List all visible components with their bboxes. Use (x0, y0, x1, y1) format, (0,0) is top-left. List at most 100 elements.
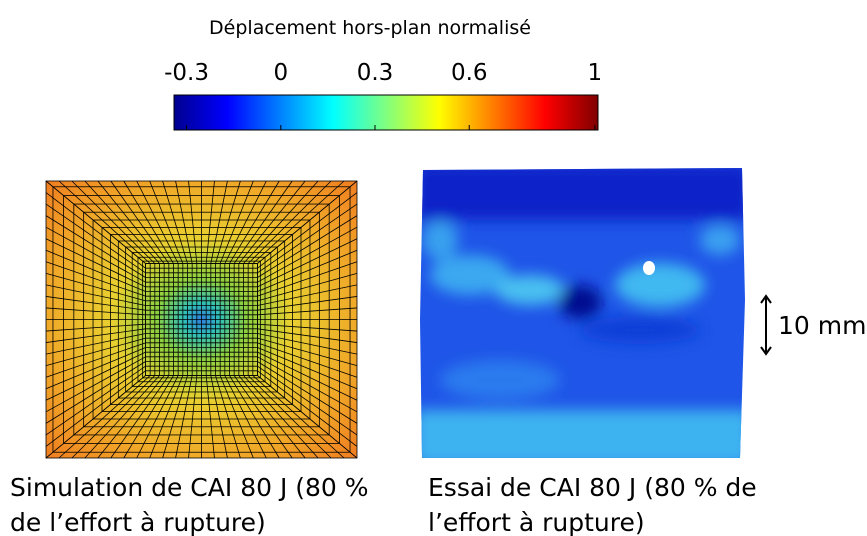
colorbar (173, 94, 599, 131)
mesh-line (257, 284, 358, 306)
mesh-line (247, 375, 332, 459)
colorbar-tick-label: 1 (588, 60, 603, 86)
mesh-line (233, 375, 293, 459)
mesh-line (162, 180, 188, 264)
mesh-line (45, 238, 146, 288)
mesh-line (210, 180, 228, 264)
scale-label: 10 mm (778, 311, 866, 340)
mesh-line (45, 370, 146, 447)
colorbar-title: Déplacement hors-plan normalisé (209, 17, 531, 39)
mesh-line (243, 180, 319, 264)
mesh-line (257, 342, 358, 378)
mesh-line (45, 333, 146, 355)
mesh-line (252, 375, 345, 459)
mesh-line (136, 180, 179, 264)
mesh-line (97, 180, 165, 264)
mesh-line (71, 180, 156, 264)
mesh-line (238, 180, 306, 264)
mesh-line (58, 180, 151, 264)
mesh-line (84, 180, 160, 264)
mesh-line (110, 180, 170, 264)
mesh-line (45, 365, 146, 436)
mesh-line (205, 375, 215, 459)
mesh-line (71, 375, 156, 459)
scale-bar (760, 294, 772, 356)
mesh-line (252, 180, 345, 264)
mesh-line (210, 375, 228, 459)
mesh-line (215, 180, 241, 264)
mesh-line (257, 296, 358, 311)
caption: Simulation de CAI 80 J (80 % (10, 473, 369, 502)
mesh-line (45, 272, 146, 302)
mesh-line (45, 356, 146, 413)
mesh-line (243, 375, 319, 459)
mesh-line (257, 203, 358, 274)
mesh-line (219, 375, 254, 459)
colorbar-tick-label: 0.6 (451, 60, 488, 86)
mesh-line (45, 284, 146, 306)
simulation-panel (45, 180, 358, 459)
mesh-line (257, 238, 358, 288)
mesh-line (188, 180, 198, 264)
mesh-line (58, 375, 151, 459)
mesh-line (257, 272, 358, 302)
mesh-line (257, 361, 358, 424)
mesh-line (257, 333, 358, 355)
mesh-line (45, 328, 146, 343)
mesh-line (233, 180, 293, 264)
mesh-line (123, 375, 174, 459)
mesh-line (110, 375, 170, 459)
mesh-line (257, 323, 358, 332)
mesh-line (229, 375, 280, 459)
mesh-line (97, 375, 165, 459)
mesh-line (257, 180, 358, 264)
colorbar-tick-label: -0.3 (164, 60, 209, 86)
mesh-line (257, 347, 358, 390)
caption: l’effort à rupture) (428, 508, 645, 536)
mesh-line (45, 180, 146, 264)
mesh-line (45, 375, 146, 459)
mesh-line (45, 249, 146, 292)
mesh-line (45, 323, 146, 332)
mesh-line (257, 307, 358, 316)
mesh-line (215, 375, 241, 459)
mesh-line (229, 180, 280, 264)
mesh-line (175, 180, 193, 264)
mesh-line (149, 180, 184, 264)
mesh-line (45, 337, 146, 367)
mesh-line (188, 375, 198, 459)
colorbar-tick-label: 0.3 (357, 60, 394, 86)
mesh-line (224, 180, 267, 264)
mesh-line (45, 296, 146, 311)
mesh-line (257, 370, 358, 447)
mesh-line (175, 375, 193, 459)
mesh-line (257, 365, 358, 436)
mesh-line (136, 375, 179, 459)
mesh-line (123, 180, 174, 264)
mesh-line (257, 337, 358, 367)
mesh-line (45, 215, 146, 278)
experiment-panel (420, 168, 745, 458)
mesh-line (162, 375, 188, 459)
mesh-line (224, 375, 267, 459)
mesh-line (45, 307, 146, 316)
mesh-line (45, 226, 146, 283)
mesh-line (257, 215, 358, 278)
caption: Essai de CAI 80 J (80 % de (428, 473, 757, 502)
mesh-line (149, 375, 184, 459)
mesh-line (257, 375, 358, 459)
mesh-line (45, 192, 146, 269)
mesh-line (45, 342, 146, 378)
mesh-line (238, 375, 306, 459)
caption: de l’effort à rupture) (10, 508, 266, 536)
mesh-line (257, 249, 358, 292)
mesh-line (45, 351, 146, 401)
colorbar-tick-label: 0 (273, 60, 288, 86)
mesh-line (84, 375, 160, 459)
mesh-line (257, 356, 358, 413)
mesh-line (257, 328, 358, 343)
mesh-line (257, 226, 358, 283)
mesh-line (257, 261, 358, 297)
mesh-line (45, 347, 146, 390)
